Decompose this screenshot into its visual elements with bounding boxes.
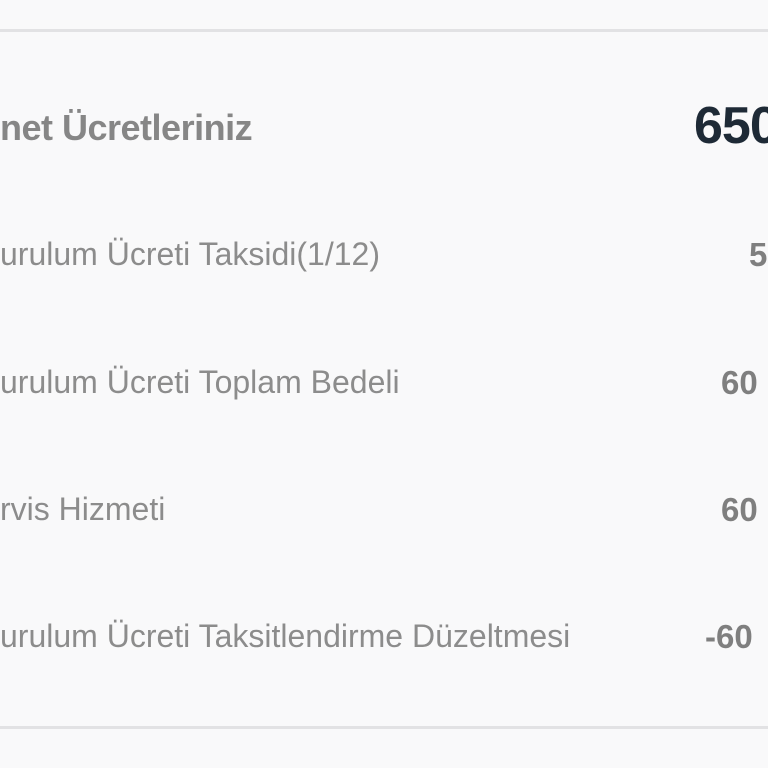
fee-value: 60 (721, 491, 758, 528)
fee-value: 5 (749, 236, 768, 273)
fee-label: urulum Ücreti Taksidi(1/12) (0, 236, 380, 272)
fee-value: 60 (721, 364, 758, 401)
top-divider (0, 29, 768, 32)
fee-label: rvis Hizmeti (0, 491, 166, 527)
section-title: net Ücretleriniz (0, 107, 253, 148)
total-amount: 650 (694, 97, 768, 155)
bottom-divider (0, 726, 768, 729)
fee-label: urulum Ücreti Toplam Bedeli (0, 364, 400, 400)
fee-label: urulum Ücreti Taksitlendirme Düzeltmesi (0, 618, 571, 654)
fee-value: -60 (705, 618, 753, 655)
